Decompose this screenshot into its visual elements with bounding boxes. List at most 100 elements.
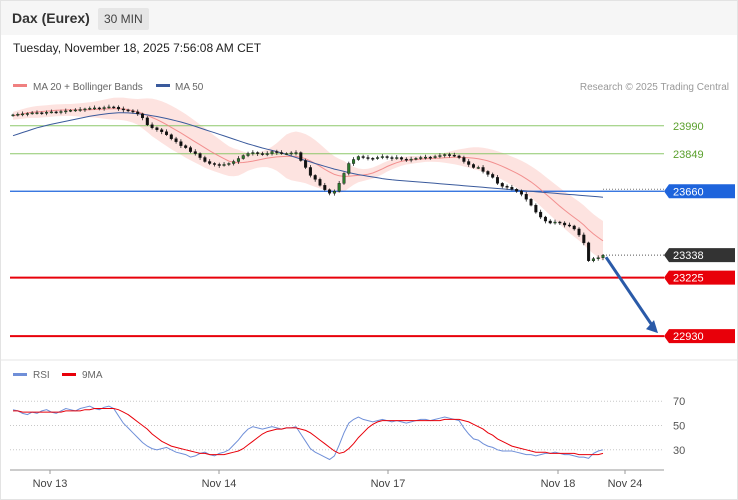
candle-body — [184, 145, 188, 148]
candle-body — [284, 153, 288, 155]
rsi-tick-label-50: 50 — [673, 421, 685, 433]
candle-body — [519, 191, 523, 195]
candle-body — [328, 189, 332, 194]
candle-body — [577, 228, 581, 236]
candle-body — [270, 151, 274, 154]
candle-body — [419, 157, 423, 159]
level-label-23849: 23849 — [673, 149, 704, 161]
ma50-legend-label: MA 50 — [175, 82, 204, 93]
candle-body — [11, 114, 15, 117]
candle-body — [107, 106, 111, 109]
ma9-legend-swatch — [62, 373, 76, 376]
candle-body — [433, 156, 437, 158]
candle-body — [495, 177, 499, 184]
level-label-23225: 23225 — [673, 273, 704, 285]
candle-body — [424, 156, 428, 159]
rsi-legend-swatch — [13, 373, 27, 376]
candle-body — [409, 158, 413, 161]
candle-body — [193, 151, 197, 154]
bb-legend-swatch — [13, 84, 27, 87]
level-tag-23660 — [664, 184, 735, 199]
chart-header: Dax (Eurex) 30 MIN — [1, 1, 737, 35]
candle-body — [361, 156, 365, 158]
candle-body — [342, 173, 346, 184]
rsi-9ma-line — [13, 408, 604, 456]
candle-body — [188, 147, 192, 152]
chart-datetime: Tuesday, November 18, 2025 7:56:08 AM CE… — [13, 41, 262, 55]
candle-body — [347, 163, 351, 174]
level-label-22930: 22930 — [673, 331, 704, 343]
candle-body — [443, 154, 447, 156]
candle-body — [179, 141, 183, 146]
candle-body — [366, 157, 370, 159]
candle-body — [265, 153, 269, 155]
x-axis: Nov 13 Nov 14 Nov 17 Nov 18 Nov 24 — [33, 470, 642, 490]
ma50-line — [12, 112, 604, 198]
candle-body — [88, 108, 92, 110]
candle-body — [241, 155, 245, 159]
candle-body — [313, 175, 317, 180]
candle-body — [93, 107, 97, 110]
candle-body — [587, 242, 591, 261]
candle-body — [390, 157, 394, 159]
ma50-legend-swatch — [156, 84, 170, 87]
candle-body — [150, 124, 154, 128]
candle-body — [491, 174, 495, 178]
candle-body — [222, 164, 226, 166]
candle-body — [299, 152, 303, 161]
candle-body — [78, 109, 82, 111]
candle-body — [212, 163, 216, 165]
candle-body — [131, 110, 135, 113]
candle-body — [380, 156, 384, 158]
candle-body — [515, 189, 519, 192]
candle-body — [462, 157, 466, 162]
candle-body — [539, 211, 543, 218]
candle-body — [318, 179, 322, 186]
candle-body — [591, 258, 595, 261]
candle-body — [83, 108, 87, 111]
candle-body — [141, 113, 145, 119]
candle-body — [236, 158, 240, 162]
candle-body — [510, 187, 514, 190]
candle-body — [476, 167, 480, 169]
timeframe-badge[interactable]: 30 MIN — [98, 8, 149, 30]
rsi-pane: 70 50 30 — [10, 396, 685, 461]
candle-body — [275, 151, 279, 153]
candle-body — [198, 153, 202, 158]
candle-body — [481, 167, 485, 172]
candle-body — [356, 156, 360, 160]
candle-body — [596, 257, 600, 259]
candle-body — [260, 153, 264, 155]
candle-body — [332, 191, 336, 194]
candle-body — [548, 220, 552, 224]
candle-body — [438, 155, 442, 157]
candle-body — [136, 111, 140, 115]
candle-body — [457, 155, 461, 158]
candle-body — [452, 154, 456, 157]
candle-body — [164, 131, 168, 135]
candle-body — [69, 110, 73, 112]
candle-body — [543, 216, 547, 222]
candle-body — [97, 107, 101, 110]
rsi-line — [12, 405, 604, 461]
candle-body — [553, 221, 557, 224]
candle-body — [428, 156, 432, 159]
candle-body — [25, 113, 29, 115]
candle-body — [601, 254, 605, 258]
candle-body — [121, 108, 125, 111]
candle-body — [448, 154, 452, 156]
level-tag-23225 — [664, 270, 735, 285]
level-label-23338: 23338 — [673, 250, 704, 262]
candle-body — [232, 161, 236, 164]
candle-body — [30, 112, 34, 115]
candle-body — [567, 224, 571, 227]
x-tick-label: Nov 14 — [202, 478, 237, 490]
candle-body — [280, 152, 284, 154]
candle-body — [251, 152, 255, 154]
rsi-tick-label-30: 30 — [673, 445, 685, 457]
candle-body — [256, 152, 260, 154]
ma20-line — [12, 108, 604, 242]
price-pane: 23990 23849 23660 23338 23225 22930 — [10, 97, 735, 344]
candle-body — [227, 163, 231, 165]
